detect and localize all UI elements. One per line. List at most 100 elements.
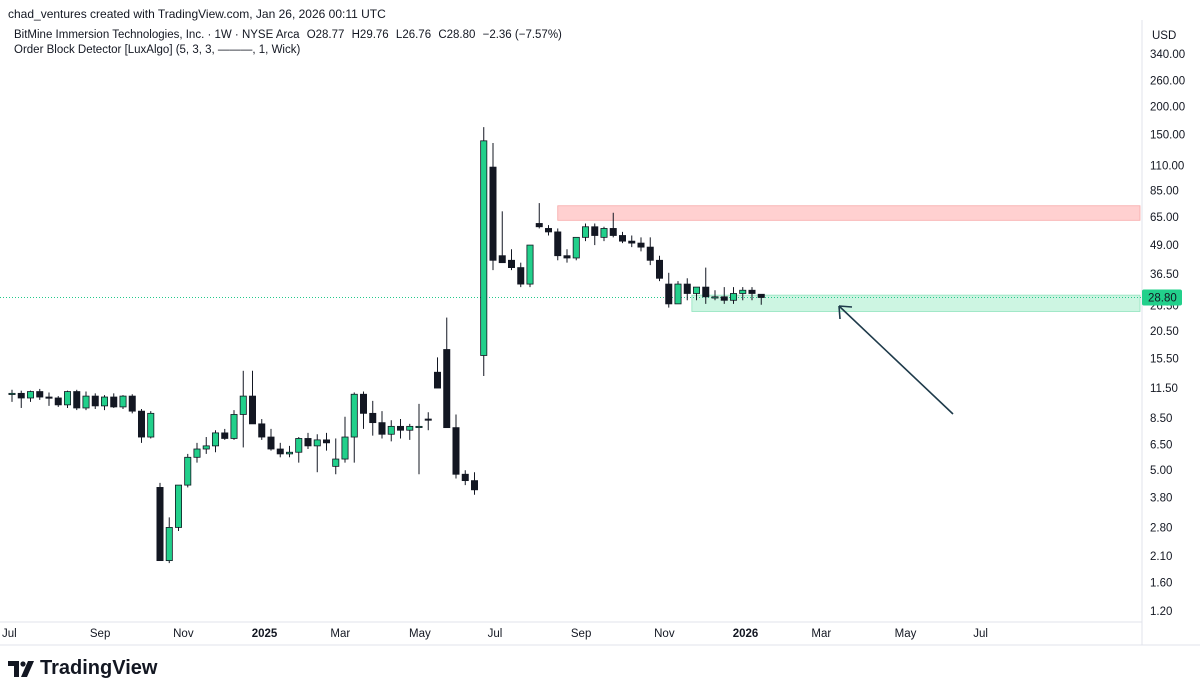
candle-body [415,425,423,428]
candle-body [443,349,451,429]
candle-body [45,396,53,399]
candle-body [193,448,201,458]
candle-body [424,418,432,421]
candle-body [313,439,321,447]
candle-body [702,286,710,298]
candle-body [396,425,404,431]
candle-body [656,259,664,279]
price-tick-label: 36.50 [1150,269,1179,281]
indicator-legend[interactable]: Order Block Detector [LuxAlgo] (5, 3, 3,… [14,44,301,56]
candle-body [739,289,747,294]
candle-body [461,473,469,482]
candle-body [674,283,682,305]
price-tick-label: 11.50 [1150,383,1178,395]
price-tick-label: 150.00 [1150,130,1185,142]
symbol-name[interactable]: BitMine Immersion Technologies, Inc. · 1… [14,29,300,41]
candle-body [322,439,330,444]
candle-body [202,445,210,450]
candle-body [258,423,266,438]
candle-body [628,240,636,244]
candle-body [452,427,460,475]
candle-body [295,438,303,453]
candle-body [8,392,16,395]
candle-body [137,410,145,438]
candle-body [554,231,562,257]
price-tick-label: 110.00 [1150,160,1184,172]
candle-body [101,396,109,407]
candle-body [332,458,340,467]
candle-body [498,255,506,264]
candle-body [683,283,691,294]
candle-body [54,397,62,406]
candle-body [378,422,386,435]
time-tick-label: Mar [330,628,350,640]
price-tick-label: 20.50 [1150,326,1179,338]
ohlc-close: C28.80 [438,29,476,41]
candle-body [489,166,497,261]
candle-body [304,438,312,447]
candle-body [156,487,164,562]
candle-body [73,391,81,409]
candle-body [17,392,25,399]
candle-body [341,436,349,460]
price-tick-label: 340.00 [1150,49,1185,61]
candle-body [470,480,478,491]
time-tick-label: 2025 [252,628,278,640]
candle-body [545,228,553,233]
time-tick-label: Jul [973,628,988,640]
candle-body [748,289,756,294]
candle-body [184,456,192,486]
candle-body [730,293,738,301]
price-tick-label: 85.00 [1150,186,1179,198]
price-tick-label: 3.80 [1150,492,1172,504]
candle-body [646,246,654,261]
symbol-legend: BitMine Immersion Technologies, Inc. · 1… [14,29,566,41]
candle-body [359,393,367,414]
candle-body [110,396,118,408]
candle-body [350,393,358,438]
candle-body [26,391,34,399]
time-tick-label: Jul [488,628,503,640]
candle-body [757,293,765,298]
candle-body [267,436,275,450]
time-tick-label: 2026 [733,628,759,640]
candle-body [369,412,377,424]
candle-body [239,395,247,415]
tradingview-logo-icon [8,660,34,677]
candle-body [119,395,127,408]
candle-body [517,267,525,285]
candle-body [600,228,608,238]
candle-body [480,140,488,356]
time-tick-label: Mar [811,628,831,640]
candle-body [572,236,580,259]
price-tick-label: 2.80 [1150,522,1172,534]
candle-body [693,286,701,294]
tradingview-logo[interactable]: TradingView [8,657,157,680]
ohlc-change: −2.36 (−7.57%) [482,29,562,41]
candle-body [221,432,229,439]
time-tick-label: Nov [173,628,194,640]
candle-body [82,395,90,409]
time-tick-label: May [895,628,917,640]
attribution-text: chad_ventures created with TradingView.c… [8,7,386,21]
price-tick-label: 15.50 [1150,354,1179,366]
candle-body [174,484,182,528]
ohlc-high: H29.76 [351,29,389,41]
currency-label[interactable]: USD [1152,30,1177,42]
candle-body [582,226,590,238]
candle-body [285,451,293,455]
price-tag-label: 28.80 [1148,293,1177,305]
time-tick-label: May [409,628,431,640]
price-tick-label: 6.50 [1150,439,1172,451]
price-tick-label: 2.10 [1150,551,1172,563]
candle-body [591,226,599,236]
brand-name: TradingView [40,657,158,679]
price-tick-label: 8.50 [1150,413,1172,425]
candle-body [248,395,256,425]
candle-body [91,395,99,407]
candle-body [619,235,627,242]
price-tick-label: 260.00 [1150,75,1185,87]
candle-body [211,432,219,447]
bullish-order-block [691,294,1141,312]
